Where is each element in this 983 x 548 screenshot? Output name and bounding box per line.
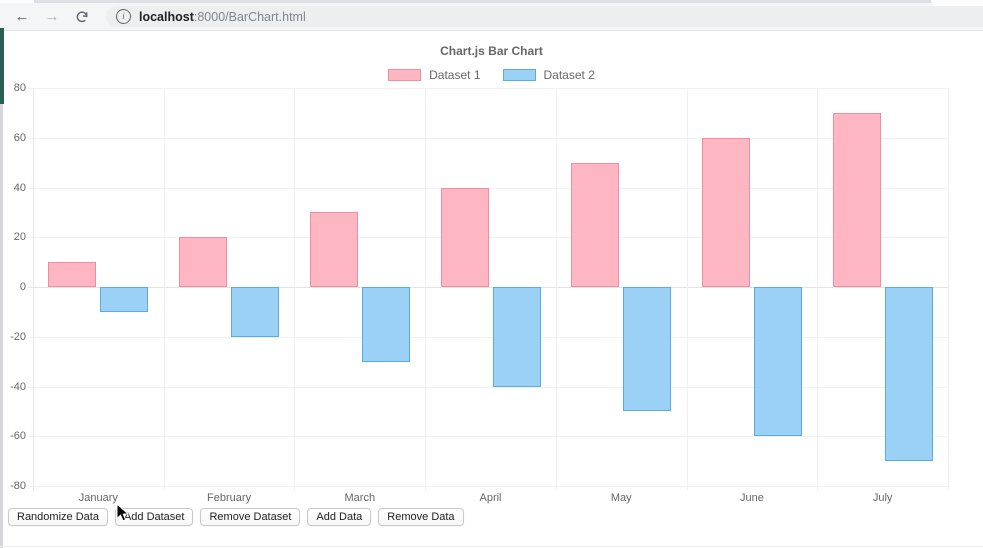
chart-controls: Randomize Data Add Dataset Remove Dataset A…	[8, 508, 464, 526]
x-axis-label-march: March	[344, 492, 376, 504]
url-text: localhost:8000/BarChart.html	[139, 9, 306, 24]
bottom-hairline	[0, 546, 983, 547]
y-axis-tick-label: -80	[10, 480, 26, 492]
bar-dataset-1-april[interactable]	[440, 187, 489, 287]
gridline-y--20	[28, 336, 948, 338]
address-bar[interactable]: i localhost:8000/BarChart.html	[106, 6, 983, 27]
bar-dataset-1-july[interactable]	[832, 112, 881, 287]
add-data-button[interactable]: Add Data	[307, 508, 372, 526]
legend-label: Dataset 1	[429, 68, 481, 82]
background-window-sliver-gray	[0, 104, 3, 548]
gridline-x-6	[817, 88, 819, 491]
x-axis-label-february: February	[207, 492, 252, 504]
gridline-x-3	[425, 88, 427, 491]
gridline-y--40	[28, 386, 948, 388]
legend-label: Dataset 2	[543, 68, 595, 82]
bar-dataset-2-march[interactable]	[361, 287, 410, 362]
bar-dataset-2-july[interactable]	[884, 287, 933, 462]
back-icon[interactable]: ←	[14, 8, 30, 25]
gridline-x-1	[163, 88, 165, 491]
gridline-x-2	[294, 88, 296, 491]
remove-dataset-button[interactable]: Remove Dataset	[200, 508, 301, 526]
legend-swatch	[502, 69, 536, 81]
background-window-sliver-teal	[0, 28, 4, 104]
bar-dataset-2-february[interactable]	[231, 287, 280, 337]
chart-title: Chart.js Bar Chart	[440, 44, 543, 58]
x-axis-label-may: May	[610, 492, 632, 504]
tab-corner-right	[931, 0, 983, 8]
bar-dataset-1-march[interactable]	[309, 212, 358, 287]
tab-strip	[0, 0, 983, 3]
info-icon[interactable]: i	[116, 9, 131, 24]
y-axis-tick-label: 0	[19, 281, 26, 293]
remove-data-button[interactable]: Remove Data	[378, 508, 464, 526]
chart-legend: Dataset 1 Dataset 2	[0, 68, 983, 82]
y-axis-tick-label: -60	[10, 430, 26, 443]
forward-icon[interactable]: →	[44, 8, 60, 25]
gridline-x-5	[686, 88, 688, 491]
gridline-x-4	[555, 88, 557, 491]
y-axis-tick-label: 20	[13, 231, 26, 244]
bar-dataset-1-june[interactable]	[701, 137, 750, 287]
gridline-y--60	[28, 436, 948, 438]
legend-item-dataset-2[interactable]: Dataset 2	[502, 68, 595, 82]
x-axis-label-june: June	[739, 492, 764, 504]
randomize-data-button[interactable]: Randomize Data	[8, 508, 108, 526]
bar-dataset-2-april[interactable]	[492, 287, 541, 387]
bar-dataset-1-february[interactable]	[179, 237, 228, 287]
navbar: ← → i localhost:8000/BarChart.html	[0, 3, 983, 30]
add-dataset-button[interactable]: Add Dataset	[114, 508, 194, 526]
bar-dataset-2-january[interactable]	[100, 287, 149, 312]
legend-item-dataset-1[interactable]: Dataset 1	[388, 68, 481, 82]
gridline-y-80	[28, 88, 948, 89]
mouse-cursor	[116, 503, 129, 522]
tab-corner-left	[0, 0, 34, 3]
bar-dataset-1-january[interactable]	[48, 262, 97, 287]
y-axis-tick-label: -40	[10, 380, 26, 393]
x-axis-label-april: April	[479, 492, 502, 504]
gridline-y-0	[28, 287, 948, 288]
bar-dataset-1-may[interactable]	[571, 162, 620, 287]
gridline-x-0	[33, 88, 34, 491]
y-axis-tick-label: 40	[13, 181, 26, 194]
bar-dataset-2-may[interactable]	[623, 287, 672, 412]
bar-dataset-2-june[interactable]	[753, 287, 802, 437]
y-axis-tick-label: 60	[13, 131, 26, 144]
gridline-y-60	[28, 137, 948, 139]
gridline-y--80	[28, 486, 948, 487]
refresh-icon[interactable]	[72, 7, 92, 27]
browser-toolbar: ← → i localhost:8000/BarChart.html	[0, 0, 983, 31]
x-axis-label-july: July	[872, 492, 893, 504]
x-axis-label-january: January	[78, 492, 118, 504]
y-axis-tick-label: -20	[10, 330, 26, 343]
gridline-x-7	[948, 88, 949, 491]
legend-swatch	[388, 69, 422, 81]
